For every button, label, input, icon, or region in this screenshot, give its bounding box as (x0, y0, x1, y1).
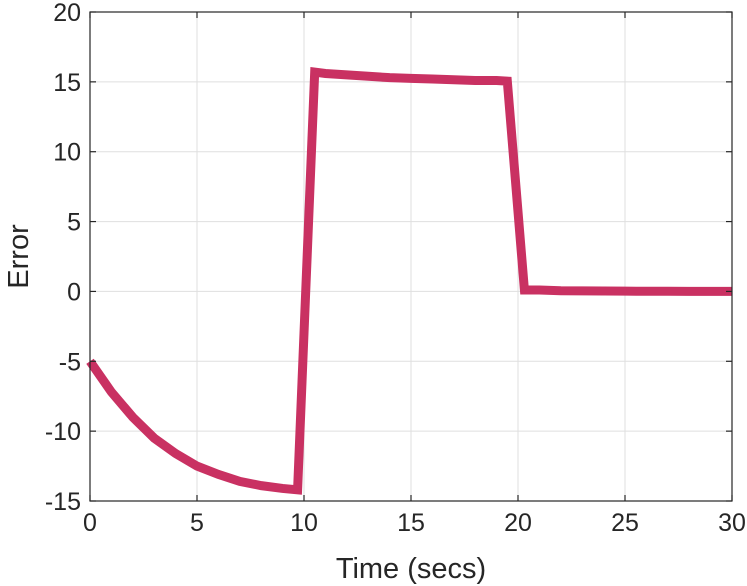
grid-lines (89, 11, 733, 502)
y-tick-label: 10 (53, 139, 81, 167)
x-tick-label: 0 (83, 509, 97, 537)
x-tick-label: 10 (290, 509, 318, 537)
x-tick-label: 20 (504, 509, 532, 537)
x-tick-label: 15 (397, 509, 425, 537)
y-tick-label: -10 (45, 418, 81, 446)
y-tick-label: -5 (59, 348, 81, 376)
x-tick-label: 25 (611, 509, 639, 537)
series-layer (86, 66, 732, 495)
x-tick-label: 30 (718, 509, 746, 537)
y-tick-label: 15 (53, 69, 81, 97)
y-tick-label: -15 (45, 488, 81, 516)
y-tick-label: 5 (67, 209, 81, 237)
x-axis-label: Time (secs) (336, 553, 486, 585)
tick-labels: 0 5 10 15 20 25 30 -15 -10 -5 0 5 10 15 20 (45, 0, 746, 537)
x-tick-label: 5 (190, 509, 204, 537)
y-tick-label: 20 (53, 0, 81, 27)
series-line (86, 66, 732, 495)
y-axis-label: Error (3, 224, 35, 289)
axes-box (89, 11, 733, 502)
y-tick-label: 0 (67, 278, 81, 306)
